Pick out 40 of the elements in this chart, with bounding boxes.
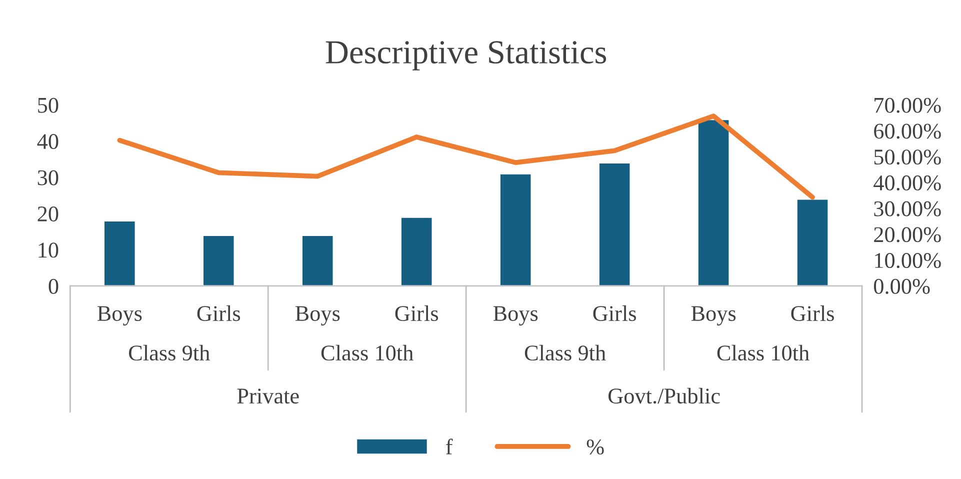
text: Class 10th: [717, 344, 810, 361]
x-tick-label: Girls: [593, 305, 636, 322]
y2-tick-label: 50.00%: [874, 150, 941, 165]
y-tick-label: 50: [38, 98, 58, 113]
legend-label: f: [446, 438, 453, 454]
x-tick-label: Girls: [791, 305, 834, 322]
legend-label: %: [586, 439, 604, 455]
text: Class 10th: [321, 344, 414, 361]
y-tick-label: 20: [38, 206, 58, 222]
bar: [598, 162, 632, 286]
bar: [301, 234, 334, 286]
bar: [103, 220, 136, 286]
line-series: [117, 114, 815, 200]
y2-tick-label: 40.00%: [874, 175, 941, 191]
bar: [202, 234, 236, 286]
x-tick-label: Boys: [295, 306, 340, 326]
y-tick-label: 30: [38, 170, 58, 186]
text: Class 9th: [524, 344, 606, 361]
bar: [499, 173, 532, 286]
y2-tick-label: 0.00%: [874, 278, 930, 294]
y-tick-label: 40: [37, 134, 58, 150]
y2-tick-label: 20.00%: [874, 227, 941, 242]
y-tick-label: 0: [48, 278, 58, 294]
text: Class 9th: [128, 344, 210, 361]
x-tick-label: Girls: [395, 305, 438, 322]
bar: [796, 198, 830, 286]
bar: [400, 216, 434, 286]
bar: [697, 118, 730, 286]
y2-tick-label: 60.00%: [874, 124, 941, 139]
text: Govt./Public: [608, 388, 720, 404]
y2-tick-label: 30.00%: [874, 201, 941, 216]
x-tick-label: Boys: [493, 306, 538, 326]
x-tick-label: Girls: [197, 305, 240, 322]
x-tick-label: Boys: [97, 306, 142, 326]
chart-title: Descriptive Statistics: [326, 41, 606, 70]
text: Private: [237, 388, 299, 404]
y-tick-label: 10: [38, 242, 58, 258]
y2-tick-label: 10.00%: [875, 253, 941, 268]
y2-tick-label: 70.00%: [874, 98, 941, 113]
x-tick-label: Boys: [691, 306, 736, 326]
